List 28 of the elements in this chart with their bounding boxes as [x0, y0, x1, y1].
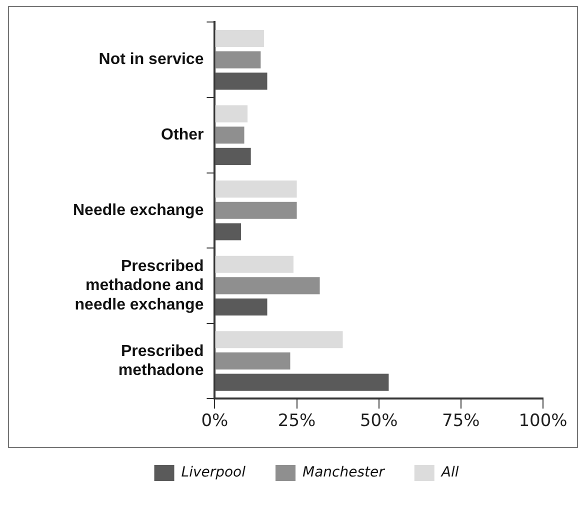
legend-label: Manchester [302, 464, 386, 481]
bar [215, 51, 261, 68]
bar [215, 374, 389, 391]
y-tick-label: Prescribed methadone and needle exchange [74, 258, 204, 314]
legend-label: All [440, 464, 459, 481]
bar [215, 202, 297, 219]
legend-label: Liverpool [181, 464, 246, 481]
bar [215, 331, 343, 348]
x-tick-label: 50% [360, 411, 398, 432]
bar [215, 126, 244, 144]
bar [215, 30, 264, 48]
bar [215, 256, 294, 273]
x-tick-label: 75% [442, 411, 480, 432]
y-tick-label: Not in service [98, 51, 204, 68]
y-tick-label: Other [161, 126, 204, 144]
bar [215, 72, 268, 90]
y-tick-label: Prescribed methadone [118, 342, 204, 379]
bar [215, 352, 290, 370]
bar [215, 223, 241, 240]
x-tick-label: 25% [278, 411, 316, 432]
bar [215, 105, 248, 122]
y-tick-label: Needle exchange [72, 202, 204, 219]
x-tick-label: 0% [201, 411, 228, 432]
bar [215, 148, 251, 165]
bar [215, 298, 268, 316]
bar [215, 180, 297, 198]
x-tick-label: 100% [518, 411, 568, 432]
bar [215, 277, 320, 294]
